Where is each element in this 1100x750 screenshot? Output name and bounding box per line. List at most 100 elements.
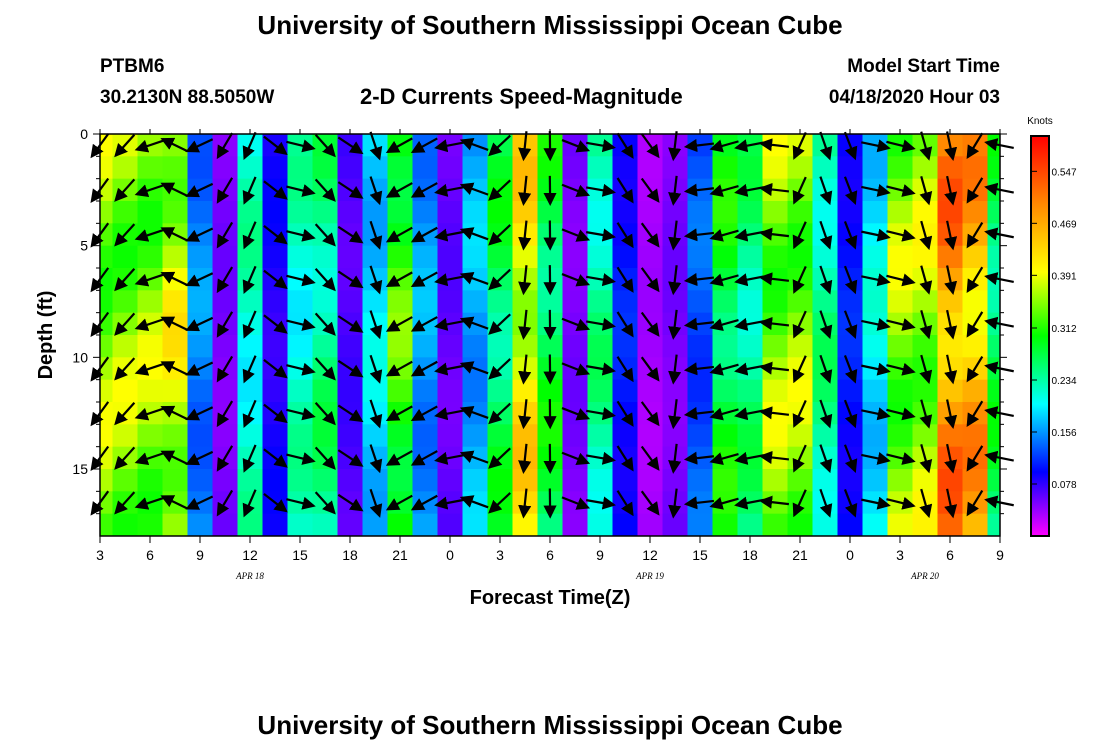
heat-cell — [862, 245, 888, 269]
heat-cell — [887, 513, 913, 537]
current-arrow — [668, 399, 682, 430]
current-arrow — [114, 312, 136, 336]
current-arrow — [314, 491, 336, 515]
current-arrow — [944, 175, 958, 206]
current-arrow — [216, 177, 234, 204]
heat-cell — [837, 469, 863, 492]
current-arrow — [216, 132, 234, 160]
heat-cell — [112, 156, 138, 180]
current-arrow — [561, 183, 591, 198]
current-arrow — [758, 272, 790, 286]
heat-cell — [562, 424, 588, 448]
heat-cell — [362, 513, 388, 537]
current-arrow — [518, 131, 532, 162]
heat-cell — [387, 335, 413, 358]
heat-cell — [587, 290, 613, 314]
heat-cell — [937, 513, 963, 537]
current-arrow — [263, 359, 288, 379]
heat-cell — [812, 424, 838, 448]
heat-cell — [662, 379, 688, 403]
current-arrow — [919, 399, 933, 429]
heat-cell — [287, 424, 313, 448]
heat-cell — [487, 469, 513, 492]
heat-cell — [212, 201, 238, 224]
colorbar-tick-label: 0.312 — [1051, 324, 1076, 335]
heat-cell — [437, 335, 463, 358]
current-arrow — [709, 496, 739, 510]
heat-cell — [587, 335, 613, 358]
heat-cell — [887, 379, 913, 403]
current-arrow — [819, 444, 833, 474]
current-arrow — [160, 450, 189, 465]
current-arrow — [410, 405, 438, 421]
heat-cell — [312, 424, 338, 448]
heat-cell — [462, 290, 488, 314]
current-arrow — [518, 443, 532, 474]
heat-cell — [162, 245, 188, 269]
heat-cell — [312, 290, 338, 314]
current-arrow — [683, 451, 715, 465]
heat-cell — [287, 513, 313, 537]
current-arrow — [709, 318, 739, 331]
current-arrow — [819, 310, 833, 340]
heat-cell — [262, 379, 288, 403]
current-arrow — [819, 131, 833, 161]
x-tick-label: 18 — [342, 547, 358, 563]
current-arrow — [561, 228, 591, 242]
heat-cell — [787, 290, 813, 314]
current-arrow — [843, 444, 858, 473]
x-tick-label: 6 — [946, 547, 954, 563]
heat-cell — [412, 379, 438, 403]
current-arrow — [886, 139, 916, 153]
heat-cell — [212, 156, 238, 180]
current-arrow — [160, 405, 189, 421]
heat-cell — [712, 335, 738, 358]
heat-cell — [712, 424, 738, 448]
current-arrow — [886, 496, 916, 510]
heat-cell — [587, 379, 613, 403]
x-tick-label: 15 — [692, 547, 708, 563]
heat-cell — [312, 201, 338, 224]
current-arrow — [114, 134, 136, 158]
heat-cell — [312, 513, 338, 537]
current-arrow — [919, 310, 933, 340]
current-arrow — [385, 405, 413, 422]
current-arrow — [819, 488, 833, 518]
heat-cell — [887, 201, 913, 224]
current-arrow — [134, 452, 164, 466]
current-arrow — [242, 265, 257, 295]
heat-cell — [362, 245, 388, 269]
current-arrow — [286, 407, 316, 421]
current-arrow — [286, 184, 316, 197]
heat-cell — [462, 424, 488, 448]
heat-cell — [187, 379, 213, 403]
heat-cell — [100, 424, 113, 448]
current-arrow — [518, 354, 532, 385]
current-arrow — [185, 272, 214, 287]
current-arrow — [242, 310, 257, 339]
heat-cell — [637, 379, 663, 403]
current-arrow — [683, 228, 715, 242]
heat-cell — [762, 424, 788, 448]
current-arrow — [410, 450, 438, 466]
heat-cell — [187, 290, 213, 314]
current-arrow — [263, 180, 288, 200]
heat-cell — [687, 245, 713, 269]
current-arrow — [488, 313, 511, 335]
heat-cell — [262, 335, 288, 358]
current-arrow — [488, 358, 511, 380]
current-arrow — [944, 309, 958, 340]
heat-cell — [612, 290, 638, 314]
heat-cell — [437, 290, 463, 314]
heat-cell — [100, 513, 113, 537]
current-arrow — [216, 400, 234, 428]
heat-cell — [562, 379, 588, 403]
heat-cell — [937, 156, 963, 180]
heat-cell — [387, 513, 413, 537]
heat-cell — [887, 156, 913, 180]
current-arrow — [640, 222, 660, 248]
heat-cell — [462, 513, 488, 537]
current-arrow — [314, 357, 336, 381]
current-arrow — [263, 448, 288, 468]
heat-cell — [662, 513, 688, 537]
